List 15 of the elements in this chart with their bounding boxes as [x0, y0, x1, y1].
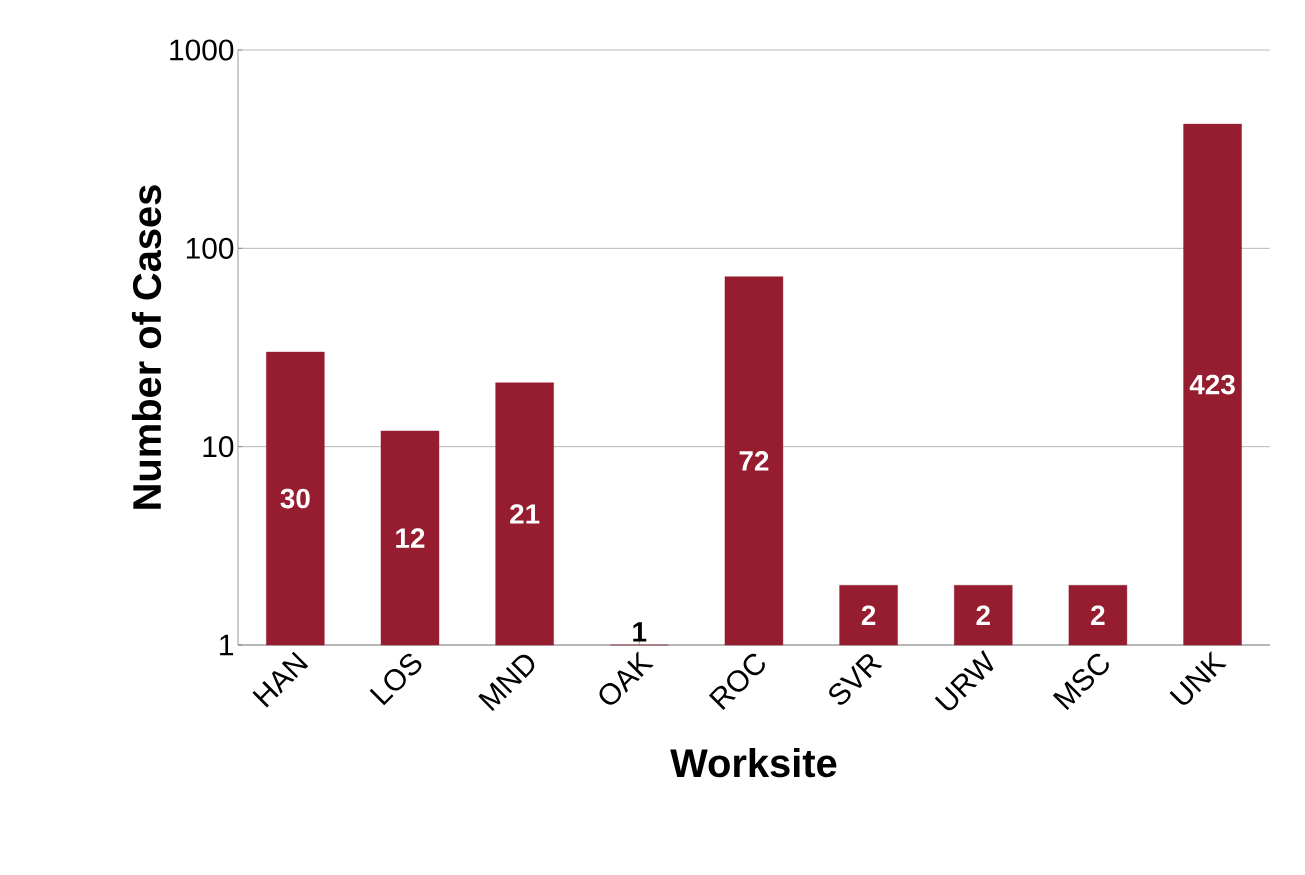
data-label: 12	[396, 528, 425, 548]
y-tick-label: 1	[220, 634, 234, 656]
data-label: 2	[861, 605, 876, 625]
data-label: 21	[510, 504, 540, 524]
data-label: 30	[280, 488, 310, 509]
y-tick-label: 1000	[170, 39, 234, 61]
x-axis-title: Worksite	[670, 748, 837, 778]
data-label: 1	[633, 622, 647, 642]
data-label: 72	[739, 451, 769, 471]
data-label: 423	[1189, 374, 1235, 395]
y-axis-title: Number of Cases	[131, 185, 162, 509]
y-tick-label: 10	[203, 436, 234, 458]
y-tick-label: 100	[186, 237, 234, 259]
data-label: 2	[1091, 605, 1105, 625]
data-label: 2	[976, 605, 990, 625]
